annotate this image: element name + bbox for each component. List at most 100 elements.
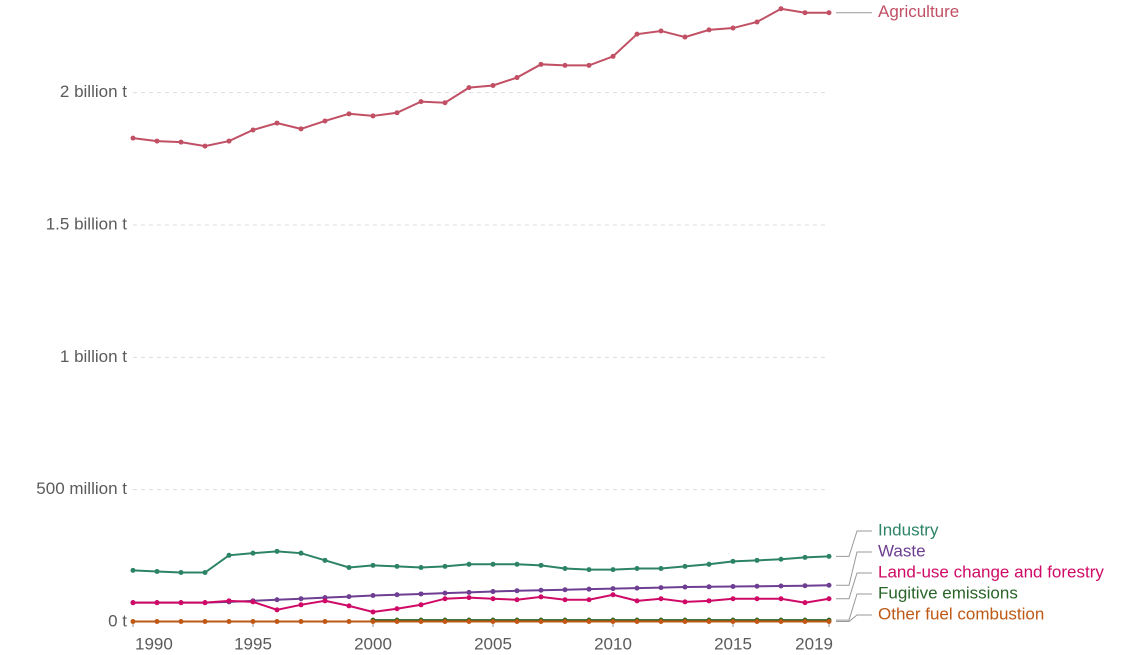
series-line xyxy=(132,7,829,148)
y-tick-label: 2 billion t xyxy=(60,82,127,101)
point xyxy=(802,618,808,624)
point xyxy=(706,561,712,567)
x-tick-label: 2005 xyxy=(474,634,512,653)
point xyxy=(202,143,208,149)
point xyxy=(610,567,616,573)
point xyxy=(274,597,280,603)
point xyxy=(298,602,304,608)
point xyxy=(610,53,616,59)
x-tick-label: 2000 xyxy=(354,634,392,653)
point xyxy=(202,618,208,624)
x-tick-label: 2015 xyxy=(714,634,752,653)
point xyxy=(634,598,640,604)
point xyxy=(466,589,472,595)
point xyxy=(634,31,640,37)
point xyxy=(466,561,472,567)
point xyxy=(610,592,616,598)
label-connector xyxy=(836,551,872,586)
point xyxy=(658,566,664,572)
point xyxy=(442,596,448,602)
point xyxy=(610,586,616,592)
point xyxy=(178,618,184,624)
point xyxy=(730,618,736,624)
point xyxy=(490,82,496,88)
point xyxy=(826,582,832,588)
point xyxy=(250,127,256,133)
point xyxy=(250,618,256,624)
point xyxy=(586,597,592,603)
point xyxy=(130,567,136,573)
point xyxy=(274,548,280,554)
point xyxy=(274,607,280,613)
point xyxy=(562,597,568,603)
point xyxy=(130,135,136,141)
point xyxy=(154,600,160,606)
point xyxy=(346,594,352,600)
series-line xyxy=(133,593,830,613)
x-tick-label: 2010 xyxy=(594,634,632,653)
point xyxy=(802,10,808,16)
point xyxy=(370,609,376,615)
point xyxy=(778,6,784,12)
point xyxy=(370,618,376,624)
point xyxy=(634,566,640,572)
label-connector xyxy=(836,593,872,621)
point xyxy=(322,557,328,563)
point xyxy=(466,85,472,91)
series-label: Industry xyxy=(878,520,939,539)
point xyxy=(802,583,808,589)
series-label: Other fuel combustion xyxy=(878,604,1044,623)
series-label: Land-use change and forestry xyxy=(878,562,1104,581)
point xyxy=(802,554,808,560)
point xyxy=(586,567,592,573)
point xyxy=(538,587,544,593)
series-line xyxy=(132,550,830,574)
point xyxy=(442,563,448,569)
point xyxy=(130,618,136,624)
point xyxy=(754,618,760,624)
point xyxy=(394,563,400,569)
point xyxy=(442,590,448,596)
point xyxy=(730,558,736,564)
point xyxy=(706,598,712,604)
point xyxy=(778,596,784,602)
point xyxy=(394,592,400,598)
point xyxy=(370,562,376,568)
point xyxy=(826,553,832,559)
x-tick-label: 1990 xyxy=(135,634,173,653)
point xyxy=(226,552,232,558)
point xyxy=(778,618,784,624)
point xyxy=(466,618,472,624)
point xyxy=(730,596,736,602)
point xyxy=(442,618,448,624)
point xyxy=(178,139,184,145)
point xyxy=(826,618,832,624)
series-label: Agriculture xyxy=(878,2,959,21)
point xyxy=(538,562,544,568)
point xyxy=(754,583,760,589)
point xyxy=(346,618,352,624)
point xyxy=(610,618,616,624)
y-tick-label: 1 billion t xyxy=(60,347,127,366)
point xyxy=(562,62,568,68)
point xyxy=(394,606,400,612)
point xyxy=(706,618,712,624)
point xyxy=(490,618,496,624)
point xyxy=(322,618,328,624)
point xyxy=(562,566,568,572)
y-tick-label: 500 million t xyxy=(36,479,127,498)
point xyxy=(754,19,760,25)
point xyxy=(658,585,664,591)
point xyxy=(418,99,424,105)
point xyxy=(490,596,496,602)
point xyxy=(178,600,184,606)
point xyxy=(706,27,712,33)
point xyxy=(370,113,376,119)
label-connector xyxy=(836,614,872,622)
point xyxy=(682,618,688,624)
point xyxy=(418,618,424,624)
point xyxy=(682,34,688,40)
point xyxy=(274,120,280,126)
point xyxy=(754,596,760,602)
point xyxy=(346,111,352,117)
